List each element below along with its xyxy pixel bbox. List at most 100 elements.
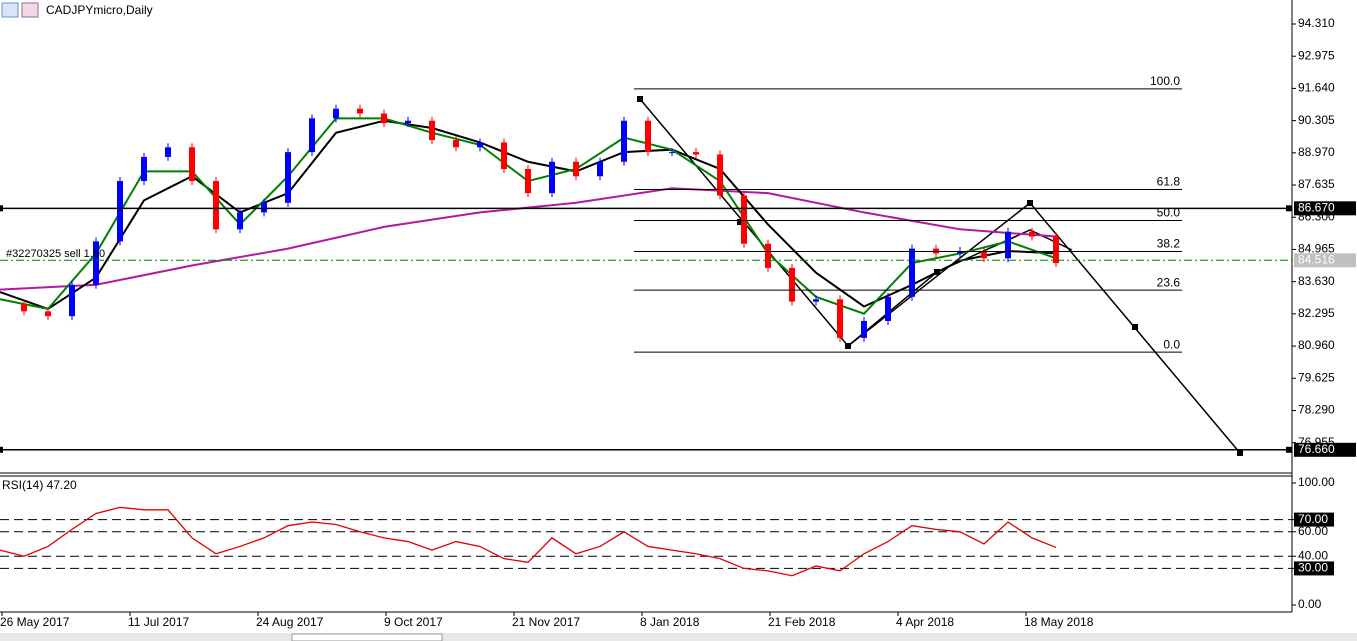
point [1132, 324, 1138, 330]
x-tick-label: 18 May 2018 [1024, 615, 1094, 629]
fib-label: 0.0 [1163, 337, 1180, 351]
icon[interactable] [1, 2, 19, 18]
line-end [1286, 205, 1292, 212]
candle [837, 299, 843, 338]
candle [645, 120, 651, 153]
y-tick-label: 87.635 [1298, 177, 1335, 191]
line-end [0, 446, 3, 453]
price-box-label: 84.516 [1298, 252, 1335, 266]
y-tick-label: 90.305 [1298, 113, 1335, 127]
tab[interactable] [291, 633, 443, 641]
price-box-label: 76.660 [1298, 442, 1335, 456]
level-box [1294, 512, 1334, 527]
x-tick-label: 11 Jul 2017 [128, 615, 189, 629]
point [1027, 200, 1033, 206]
candle [501, 142, 507, 169]
candle [861, 320, 867, 338]
point [737, 219, 743, 225]
candle [909, 248, 915, 297]
y-tick-label: 30.00 [1298, 561, 1328, 575]
y-tick-label: 92.975 [1298, 48, 1335, 62]
icon[interactable] [21, 2, 39, 18]
candle [981, 251, 987, 259]
candle [357, 108, 363, 114]
candle [549, 161, 555, 194]
candle [573, 161, 579, 177]
y-tick-label: 83.630 [1298, 274, 1335, 288]
candle [309, 118, 315, 153]
x-tick-label: 9 Oct 2017 [384, 615, 443, 629]
candle [117, 181, 123, 242]
candle [693, 152, 699, 155]
order-label: #32270325 sell 1.60 [6, 248, 105, 260]
fib-label: 23.6 [1157, 275, 1181, 289]
line-end [0, 205, 3, 212]
candle [597, 161, 603, 177]
x-tick-label: 24 Aug 2017 [256, 615, 324, 629]
candle [741, 195, 747, 244]
price-box [1294, 253, 1356, 268]
x-tick-label: 21 Feb 2018 [768, 615, 836, 629]
candle [45, 311, 51, 317]
rsi-line [0, 506, 1057, 577]
level-box [1294, 561, 1334, 576]
candle [285, 152, 291, 203]
candle [405, 120, 411, 124]
candle [765, 243, 771, 268]
candle [141, 156, 147, 182]
candle [237, 212, 243, 230]
candle [885, 296, 891, 321]
tab-bar [0, 633, 1357, 641]
y-tick-label: 84.965 [1298, 242, 1335, 256]
candle [669, 152, 675, 154]
fib-label: 38.2 [1157, 237, 1181, 251]
candle [813, 299, 819, 302]
y-tick-label: 94.310 [1298, 16, 1335, 30]
candle [789, 267, 795, 302]
y-tick-label: 100.00 [1298, 475, 1335, 489]
price-box-label: 86.670 [1298, 200, 1335, 214]
x-tick-label: 4 Apr 2018 [896, 615, 954, 629]
candle [21, 304, 27, 312]
y-tick-label: 70.00 [1298, 512, 1328, 526]
x-tick-label: 21 Nov 2017 [512, 615, 580, 629]
candle [213, 181, 219, 230]
y-tick-label: 79.625 [1298, 370, 1335, 384]
candle [429, 120, 435, 141]
candle [477, 142, 483, 148]
y-tick-label: 78.290 [1298, 403, 1335, 417]
y-tick-label: 88.970 [1298, 145, 1335, 159]
y-tick-label: 40.00 [1298, 548, 1328, 562]
candle [1053, 236, 1059, 264]
x-tick-label: 26 May 2017 [0, 615, 70, 629]
candle [621, 120, 627, 162]
candle [1029, 231, 1035, 237]
candle [381, 113, 387, 124]
price-box [1294, 201, 1356, 216]
candle [93, 241, 99, 285]
candle [957, 251, 963, 254]
candle [453, 140, 459, 148]
chart-title: CADJPYmicro,Daily [46, 3, 153, 17]
y-tick-label: 82.295 [1298, 306, 1335, 320]
candle [717, 154, 723, 196]
fib-label: 100.0 [1150, 74, 1180, 88]
point [1237, 450, 1243, 456]
y-tick-label: 0.00 [1298, 597, 1322, 611]
y-tick-label: 80.960 [1298, 338, 1335, 352]
moving-average [0, 119, 1057, 311]
fib-label: 50.0 [1157, 206, 1181, 220]
line-end [1286, 446, 1292, 453]
candle [165, 147, 171, 157]
y-tick-label: 60.00 [1298, 524, 1328, 538]
candle [333, 108, 339, 119]
point [845, 343, 851, 349]
candle [525, 168, 531, 194]
indicator-title: RSI(14) 47.20 [2, 478, 77, 492]
candle [189, 147, 195, 182]
x-tick-label: 8 Jan 2018 [640, 615, 700, 629]
fib-label: 61.8 [1157, 175, 1181, 189]
price-box [1294, 442, 1356, 457]
